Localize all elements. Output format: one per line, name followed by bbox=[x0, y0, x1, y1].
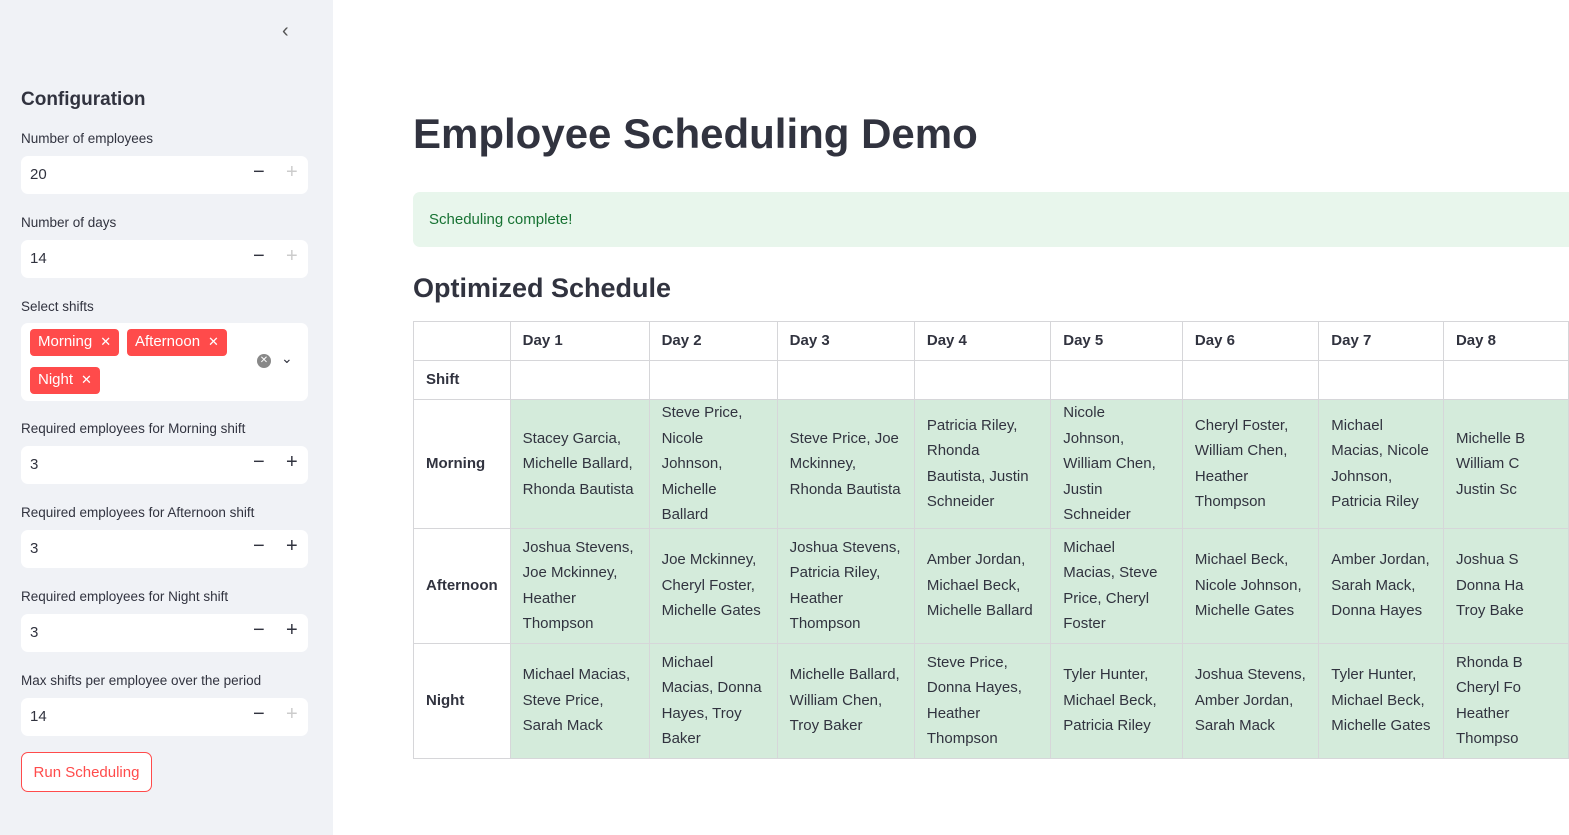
page-title: Employee Scheduling Demo bbox=[413, 110, 978, 157]
column-header[interactable]: Day 6 bbox=[1181, 321, 1320, 361]
chevron-down-icon[interactable]: ⌄ bbox=[281, 350, 293, 366]
num-days-label: Number of days bbox=[21, 215, 117, 230]
table-cell: Stacey Garcia, Michelle Ballard, Rhonda … bbox=[509, 399, 650, 529]
minus-icon[interactable]: − bbox=[253, 535, 265, 557]
collapse-sidebar-icon[interactable]: ‹ bbox=[282, 20, 289, 42]
req-afternoon-label: Required employees for Afternoon shift bbox=[21, 505, 255, 520]
minus-icon[interactable]: − bbox=[253, 703, 265, 725]
plus-icon[interactable]: + bbox=[286, 535, 298, 557]
plus-icon[interactable]: + bbox=[286, 703, 298, 725]
minus-icon[interactable]: − bbox=[253, 161, 265, 183]
num-employees-input[interactable]: 20 − + bbox=[21, 156, 308, 194]
remove-icon[interactable]: ✕ bbox=[81, 372, 92, 387]
table-cell: Steve Price, Joe Mckinney, Rhonda Bautis… bbox=[776, 399, 915, 529]
remove-icon[interactable]: ✕ bbox=[208, 334, 219, 349]
req-morning-input[interactable]: 3 − + bbox=[21, 446, 308, 484]
section-title: Optimized Schedule bbox=[413, 273, 672, 303]
req-night-label: Required employees for Night shift bbox=[21, 589, 229, 604]
minus-icon[interactable]: − bbox=[253, 619, 265, 641]
table-cell: Amber Jordan, Sarah Mack, Donna Hayes bbox=[1318, 527, 1444, 644]
shifts-multiselect[interactable]: Morning ✕ Afternoon ✕ Night ✕ ✕ ⌄ bbox=[21, 323, 308, 401]
table-cell: Michael Macias, Nicole Johnson, Patricia… bbox=[1318, 399, 1444, 529]
req-night-input[interactable]: 3 − + bbox=[21, 614, 308, 652]
plus-icon[interactable]: + bbox=[286, 161, 298, 183]
minus-icon[interactable]: − bbox=[253, 245, 265, 267]
index-name: Shift bbox=[413, 360, 511, 400]
sidebar: ‹ Configuration Number of employees 20− +… bbox=[0, 0, 333, 835]
table-cell: Michael Beck, Nicole Johnson, Michelle G… bbox=[1181, 527, 1320, 644]
value[interactable]: 3 bbox=[30, 540, 39, 557]
num-employees-label: Number of employees bbox=[21, 131, 154, 146]
column-header[interactable]: Day 5 bbox=[1050, 321, 1183, 361]
sidebar-title: Configuration bbox=[21, 89, 146, 110]
table-cell: Nicole Johnson, William Chen, Justin Sch… bbox=[1050, 399, 1183, 529]
req-morning-label: Required employees for Morning shift bbox=[21, 421, 246, 436]
clear-all-icon[interactable]: ✕ bbox=[257, 354, 271, 368]
tag-label: Afternoon bbox=[135, 333, 201, 350]
tag-night: Night ✕ bbox=[30, 367, 100, 394]
table-cell: Steve Price, Donna Hayes, Heather Thomps… bbox=[913, 642, 1052, 759]
table-cell: Joe Mckinney, Cheryl Foster, Michelle Ga… bbox=[648, 527, 778, 644]
column-header[interactable]: Day 4 bbox=[913, 321, 1052, 361]
num-days-input[interactable]: 14 − + bbox=[21, 240, 308, 278]
table-cell: Rhonda B Cheryl Fo Heather Thompso bbox=[1442, 642, 1569, 759]
plus-icon[interactable]: + bbox=[286, 451, 298, 473]
table-row: Night Michael Macias, Steve Price, Sarah … bbox=[413, 642, 1569, 759]
table-cell: Michael Macias, Donna Hayes, Troy Baker bbox=[648, 642, 778, 759]
tag-morning: Morning ✕ bbox=[30, 329, 120, 356]
tag-afternoon: Afternoon ✕ bbox=[127, 329, 227, 356]
table-cell: Amber Jordan, Michael Beck, Michelle Bal… bbox=[913, 527, 1052, 644]
plus-icon[interactable]: + bbox=[286, 619, 298, 641]
column-header[interactable]: Day 8 bbox=[1442, 321, 1569, 361]
value[interactable]: 3 bbox=[30, 624, 39, 641]
index-row: Shift bbox=[413, 360, 1569, 400]
row-header: Morning bbox=[413, 399, 511, 529]
table-cell: Joshua Stevens, Amber Jordan, Sarah Mack bbox=[1181, 642, 1320, 759]
table-cell: Joshua Stevens, Patricia Riley, Heather … bbox=[776, 527, 915, 644]
column-header[interactable] bbox=[413, 321, 511, 361]
table-cell: Tyler Hunter, Michael Beck, Patricia Ril… bbox=[1050, 642, 1183, 759]
table-cell: Patricia Riley, Rhonda Bautista, Justin … bbox=[913, 399, 1052, 529]
tag-label: Night bbox=[38, 371, 74, 388]
value[interactable]: 14 bbox=[30, 708, 47, 725]
table-row: Afternoon Joshua Stevens, Joe Mckinney, H… bbox=[413, 527, 1569, 644]
table-cell: Steve Price, Nicole Johnson, Michelle Ba… bbox=[648, 399, 778, 529]
column-header[interactable]: Day 7 bbox=[1318, 321, 1444, 361]
table-cell: Joshua Stevens, Joe Mckinney, Heather Th… bbox=[509, 527, 650, 644]
table-cell: Tyler Hunter, Michael Beck, Michelle Gat… bbox=[1318, 642, 1444, 759]
value[interactable]: 20 bbox=[30, 166, 47, 183]
req-afternoon-input[interactable]: 3 − + bbox=[21, 530, 308, 568]
value[interactable]: 3 bbox=[30, 456, 39, 473]
table-cell: Michelle B William C Justin Sc bbox=[1442, 399, 1569, 529]
run-scheduling-button[interactable]: Run Scheduling bbox=[21, 752, 152, 792]
row-header: Night bbox=[413, 642, 511, 759]
header-row: Day 1 Day 2 Day 3 Day 4 Day 5 Day 6 Day 7 Day 8 bbox=[413, 321, 1569, 361]
plus-icon[interactable]: + bbox=[286, 245, 298, 267]
max-shifts-label: Max shifts per employee over the period bbox=[21, 673, 262, 688]
column-header[interactable]: Day 1 bbox=[509, 321, 650, 361]
schedule-table: Day 1 Day 2 Day 3 Day 4 Day 5 Day 6 Day 7 Day 8… bbox=[413, 321, 1569, 759]
column-header[interactable]: Day 3 bbox=[776, 321, 915, 361]
row-header: Afternoon bbox=[413, 527, 511, 644]
tag-label: Morning bbox=[38, 333, 93, 350]
max-shifts-input[interactable]: 14 − + bbox=[21, 698, 308, 736]
value[interactable]: 14 bbox=[30, 250, 47, 267]
success-alert: Scheduling complete! bbox=[413, 192, 1569, 247]
table-cell: Michael Macias, Steve Price, Sarah Mack bbox=[509, 642, 650, 759]
remove-icon[interactable]: ✕ bbox=[100, 334, 112, 349]
shifts-label: Select shifts bbox=[21, 299, 94, 314]
table-cell: Michael Macias, Steve Price, Cheryl Fost… bbox=[1050, 527, 1183, 644]
column-header[interactable]: Day 2 bbox=[648, 321, 778, 361]
table-row: Morning Stacey Garcia, Michelle Ballard, … bbox=[413, 399, 1569, 529]
table-cell: Michelle Ballard, William Chen, Troy Bak… bbox=[776, 642, 915, 759]
table-cell: Cheryl Foster, William Chen, Heather Tho… bbox=[1181, 399, 1320, 529]
minus-icon[interactable]: − bbox=[253, 451, 265, 473]
table-cell: Joshua S Donna Ha Troy Bake bbox=[1442, 527, 1569, 644]
